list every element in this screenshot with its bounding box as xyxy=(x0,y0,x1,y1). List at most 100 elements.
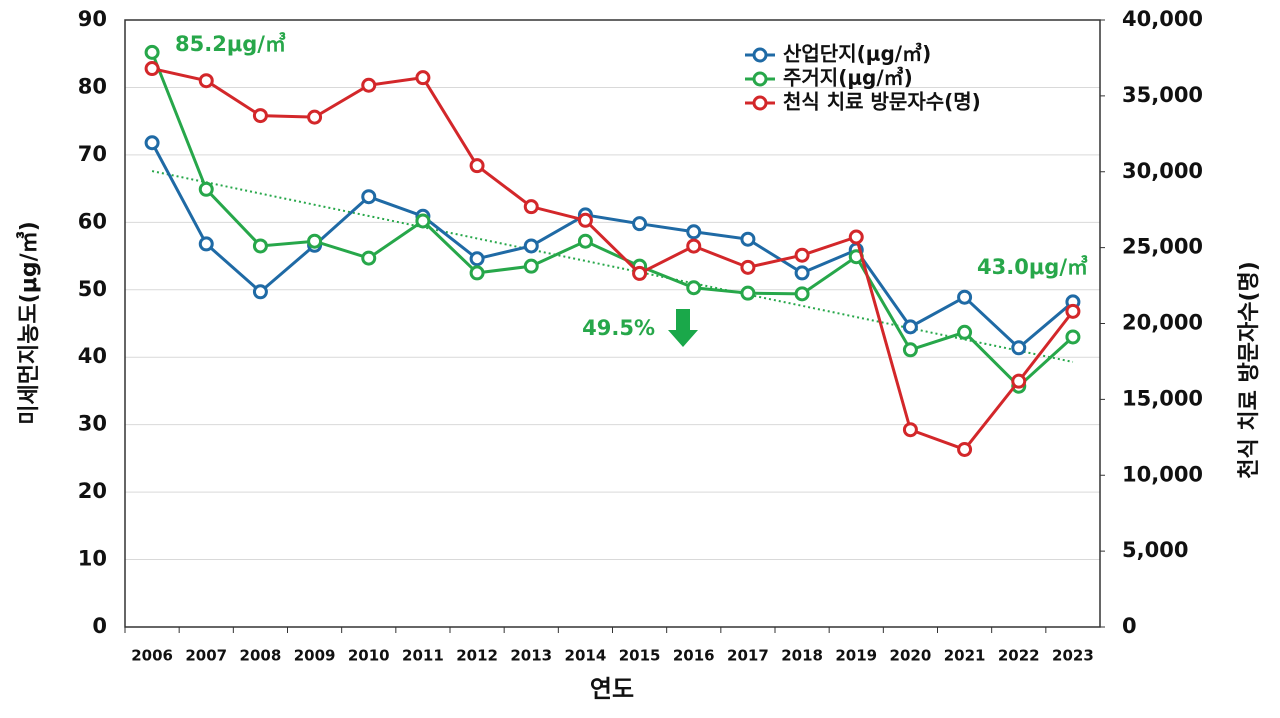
data-point xyxy=(361,189,377,205)
annotation: 49.5% xyxy=(582,316,655,340)
y2-tick-label: 10,000 xyxy=(1122,462,1203,486)
x-tick-label: 2013 xyxy=(510,647,552,665)
data-point xyxy=(252,108,268,124)
y2-tick-label: 15,000 xyxy=(1122,386,1203,410)
y-axis-title: 미세먼지농도(μg/㎥) xyxy=(16,221,42,425)
down-arrow xyxy=(668,309,698,347)
data-point xyxy=(144,135,160,151)
data-point xyxy=(740,259,756,275)
data-point xyxy=(902,319,918,335)
y2-tick-label: 0 xyxy=(1122,614,1137,638)
data-point xyxy=(632,216,648,232)
y-tick-label: 50 xyxy=(78,277,107,301)
y2-tick-label: 5,000 xyxy=(1122,538,1188,562)
data-point xyxy=(198,236,214,252)
data-point xyxy=(957,289,973,305)
data-point xyxy=(848,229,864,245)
data-point xyxy=(1065,303,1081,319)
data-point xyxy=(469,251,485,267)
data-point xyxy=(686,238,702,254)
y2-tick-label: 35,000 xyxy=(1122,83,1203,107)
series-line xyxy=(150,51,1074,389)
legend-label: 주거지(μg/㎥) xyxy=(783,66,913,90)
y-tick-label: 40 xyxy=(78,344,107,368)
y-tick-label: 0 xyxy=(92,614,107,638)
data-point xyxy=(794,286,810,302)
legend-marker xyxy=(752,71,768,87)
data-point xyxy=(252,238,268,254)
x-tick-label: 2019 xyxy=(835,647,877,665)
x-axis-title: 연도 xyxy=(590,675,634,703)
data-point xyxy=(523,199,539,215)
data-point xyxy=(198,181,214,197)
x-tick-label: 2011 xyxy=(402,647,444,665)
x-tick-label: 2015 xyxy=(619,647,661,665)
data-point xyxy=(632,265,648,281)
x-tick-label: 2018 xyxy=(781,647,823,665)
data-point xyxy=(1011,373,1027,389)
legend-label: 천식 치료 방문자수(명) xyxy=(783,90,981,114)
data-point xyxy=(144,44,160,60)
legend-label: 산업단지(μg/㎥) xyxy=(783,42,931,66)
data-point xyxy=(686,280,702,296)
data-point xyxy=(794,247,810,263)
y-tick-label: 30 xyxy=(78,412,107,436)
x-tick-label: 2020 xyxy=(890,647,932,665)
data-point xyxy=(794,265,810,281)
data-point xyxy=(252,284,268,300)
x-tick-label: 2023 xyxy=(1052,647,1094,665)
data-point xyxy=(523,258,539,274)
annotation: 43.0μg/㎥ xyxy=(977,255,1088,279)
x-tick-label: 2016 xyxy=(673,647,715,665)
x-tick-label: 2017 xyxy=(727,647,769,665)
data-point xyxy=(469,265,485,281)
data-point xyxy=(361,250,377,266)
y2-axis-title: 천식 치료 방문자수(명) xyxy=(1237,261,1262,479)
y-tick-label: 20 xyxy=(78,479,107,503)
data-point xyxy=(686,224,702,240)
y2-tick-label: 40,000 xyxy=(1122,7,1203,31)
data-point xyxy=(577,212,593,228)
x-tick-label: 2008 xyxy=(240,647,282,665)
y-tick-label: 10 xyxy=(78,547,107,571)
x-tick-label: 2022 xyxy=(998,647,1040,665)
y-tick-label: 80 xyxy=(78,74,107,98)
data-point xyxy=(1065,329,1081,345)
x-tick-label: 2012 xyxy=(456,647,498,665)
data-point xyxy=(740,231,756,247)
y-tick-label: 90 xyxy=(78,7,107,31)
y2-tick-label: 25,000 xyxy=(1122,235,1203,259)
data-point xyxy=(307,233,323,249)
x-tick-label: 2021 xyxy=(944,647,986,665)
y2-tick-label: 30,000 xyxy=(1122,159,1203,183)
data-point xyxy=(902,422,918,438)
series-line xyxy=(151,67,1075,452)
data-point xyxy=(902,342,918,358)
y-tick-label: 60 xyxy=(78,209,107,233)
x-tick-label: 2006 xyxy=(131,647,173,665)
data-point xyxy=(1011,340,1027,356)
x-tick-label: 2010 xyxy=(348,647,390,665)
data-point xyxy=(523,238,539,254)
x-tick-label: 2007 xyxy=(185,647,227,665)
legend-marker xyxy=(752,95,768,111)
data-point xyxy=(577,233,593,249)
data-point xyxy=(415,70,431,86)
data-point xyxy=(198,73,214,89)
data-point xyxy=(740,285,756,301)
data-point xyxy=(307,109,323,125)
data-point xyxy=(957,441,973,457)
data-point xyxy=(469,158,485,174)
annotation: 85.2μg/㎥ xyxy=(175,32,286,56)
data-point xyxy=(361,77,377,93)
legend-marker xyxy=(752,47,768,63)
data-point xyxy=(957,324,973,340)
x-tick-label: 2014 xyxy=(565,647,607,665)
y-tick-label: 70 xyxy=(78,142,107,166)
x-tick-label: 2009 xyxy=(294,647,336,665)
series-line xyxy=(150,142,1074,350)
trend-line xyxy=(151,170,1074,363)
y2-tick-label: 20,000 xyxy=(1122,311,1203,335)
data-point xyxy=(144,61,160,77)
